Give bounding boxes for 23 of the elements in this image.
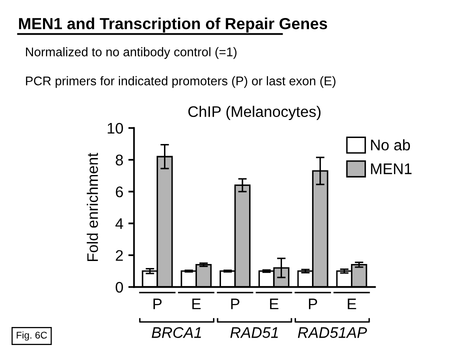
y-tick-label: 0 xyxy=(116,282,123,293)
x-tick-label: P xyxy=(231,298,240,310)
y-tick-label: 10 xyxy=(108,122,123,134)
x-tick-label: P xyxy=(308,298,318,310)
y-tick-label: 6 xyxy=(116,186,123,198)
y-tick-label: 2 xyxy=(116,250,123,261)
x-tick-label: E xyxy=(270,298,278,310)
caption: Fig. 6C xyxy=(16,331,47,341)
chart-title: MEN1 and Transcription of Repair Genes xyxy=(19,18,328,32)
text: Normalized to no antibody control (=1) xyxy=(26,47,236,59)
x-tick-label: E xyxy=(192,298,201,310)
chart-subtitle: ChIP (Melanocytes) xyxy=(188,106,320,120)
y-tick-label: 8 xyxy=(116,154,123,166)
x-tick-label: P xyxy=(153,298,162,310)
y-tick-label: 4 xyxy=(115,218,124,229)
text: RAD51AP xyxy=(298,327,367,338)
y-axis-title: Fold enrichment xyxy=(86,152,98,262)
text: BRCA1 xyxy=(152,327,201,338)
text: RAD51 xyxy=(230,327,278,338)
legend-label: No ab xyxy=(371,139,410,150)
text: PCR primers for indicated promoters (P) or last exon (E) xyxy=(26,76,336,88)
x-tick-label: E xyxy=(348,298,356,310)
legend-label: MEN1 xyxy=(371,164,412,174)
